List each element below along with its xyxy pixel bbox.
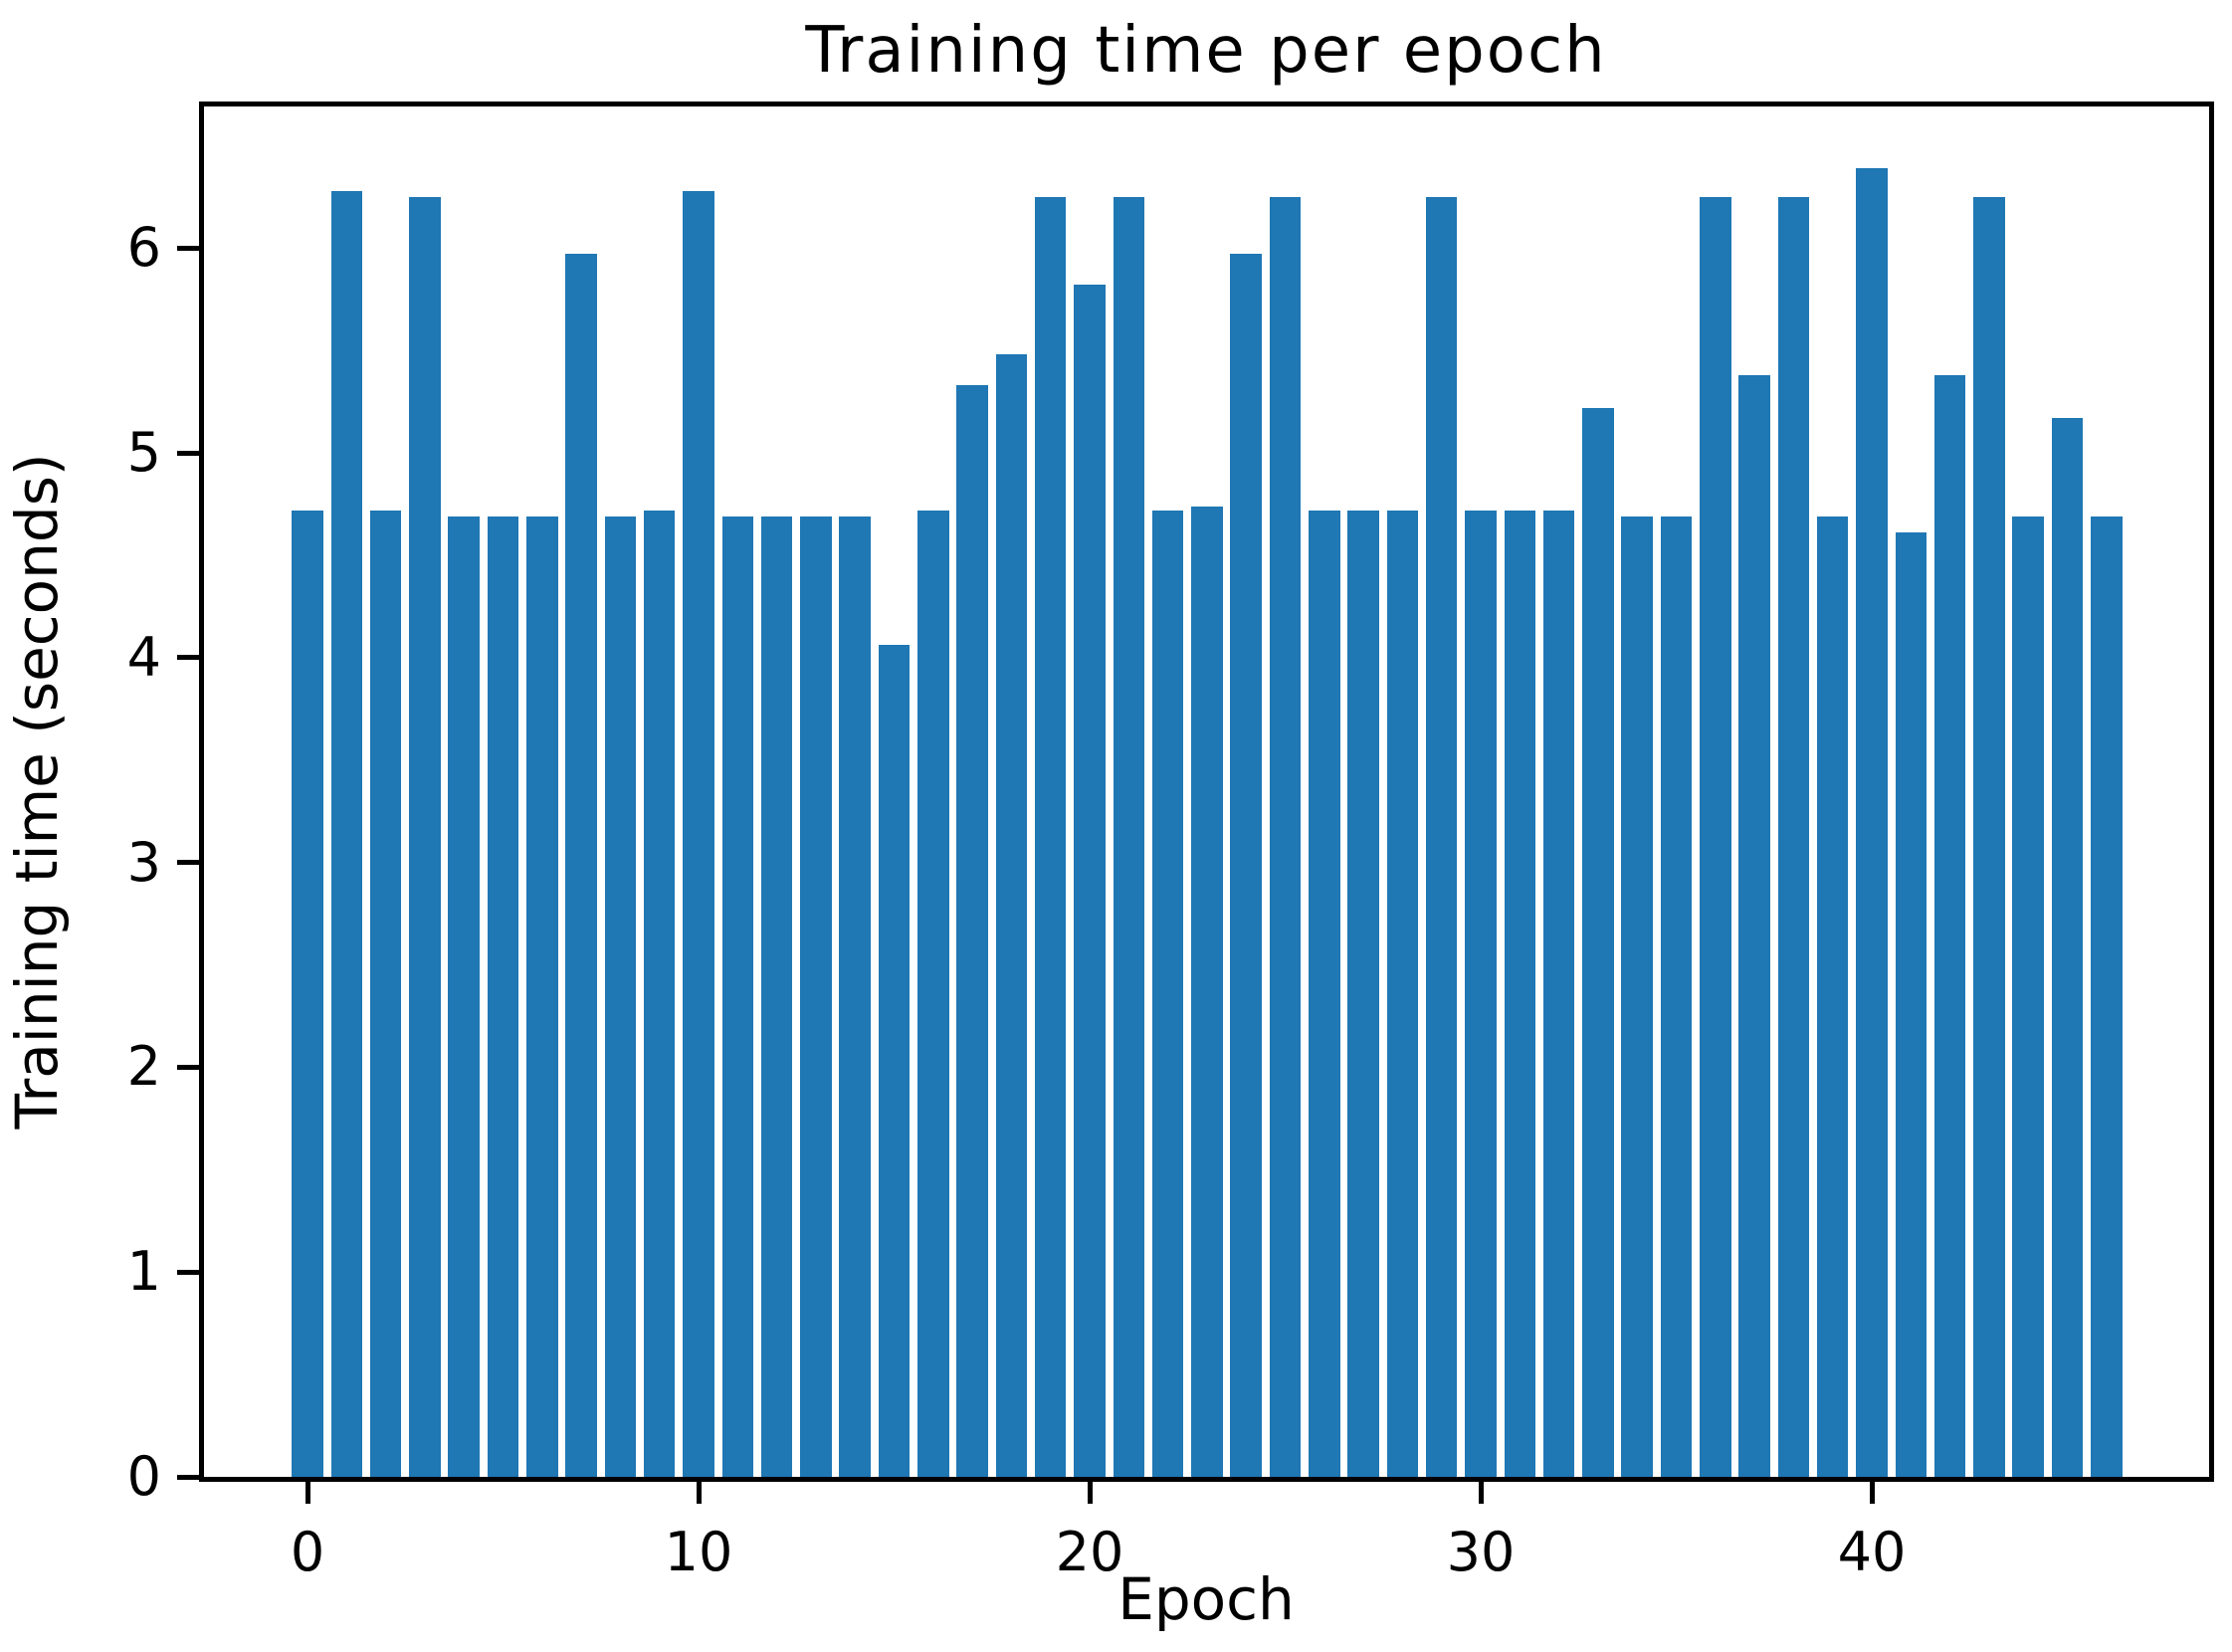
bar-epoch-10 — [683, 190, 714, 1477]
bar-epoch-8 — [604, 516, 637, 1477]
x-tick-mark-30 — [1478, 1482, 1484, 1504]
y-tick-label-2: 2 — [126, 1035, 161, 1099]
y-tick-mark-4 — [177, 655, 199, 661]
bar-epoch-29 — [1425, 196, 1458, 1477]
x-tick-mark-20 — [1087, 1482, 1093, 1504]
x-tick-label-20: 20 — [1055, 1521, 1124, 1583]
y-tick-label-4: 4 — [126, 625, 161, 689]
bar-epoch-23 — [1191, 506, 1223, 1477]
bar-epoch-43 — [1973, 196, 2005, 1477]
x-tick-label-0: 0 — [290, 1521, 325, 1583]
bar-epoch-42 — [1933, 374, 1966, 1477]
bar-epoch-22 — [1151, 510, 1184, 1477]
bar-epoch-25 — [1269, 196, 1302, 1477]
x-tick-mark-0 — [304, 1482, 310, 1504]
x-axis-label: Epoch — [1117, 1565, 1295, 1633]
chart-title: Training time per epoch — [805, 14, 1607, 88]
bar-epoch-9 — [643, 510, 676, 1477]
y-tick-mark-2 — [177, 1064, 199, 1070]
bar-epoch-3 — [409, 196, 441, 1477]
bar-epoch-4 — [448, 516, 480, 1477]
y-tick-label-5: 5 — [126, 421, 161, 484]
bar-epoch-36 — [1700, 196, 1731, 1477]
bar-epoch-32 — [1542, 510, 1575, 1477]
bar-epoch-1 — [330, 190, 363, 1477]
bar-epoch-17 — [956, 385, 988, 1477]
bar-epoch-27 — [1347, 510, 1379, 1477]
bar-epoch-2 — [369, 510, 402, 1477]
y-tick-mark-5 — [177, 450, 199, 456]
x-tick-label-30: 30 — [1446, 1521, 1516, 1583]
y-tick-label-6: 6 — [126, 216, 161, 280]
bar-epoch-28 — [1386, 510, 1419, 1477]
bar-epoch-40 — [1856, 167, 1888, 1477]
x-tick-label-10: 10 — [664, 1521, 733, 1583]
bar-epoch-26 — [1309, 510, 1340, 1477]
bar-epoch-44 — [2012, 516, 2044, 1477]
bar-epoch-41 — [1895, 532, 1928, 1477]
bar-epoch-15 — [878, 645, 911, 1477]
bar-epoch-19 — [1034, 196, 1067, 1477]
bar-epoch-16 — [917, 510, 949, 1477]
y-axis-label: Training time (seconds) — [3, 453, 71, 1130]
bar-epoch-7 — [565, 254, 597, 1477]
bar-epoch-45 — [2051, 418, 2084, 1477]
y-tick-mark-6 — [177, 245, 199, 251]
bar-epoch-33 — [1582, 407, 1614, 1477]
bar-epoch-35 — [1660, 516, 1693, 1477]
bar-epoch-13 — [800, 516, 832, 1477]
y-tick-label-3: 3 — [126, 830, 161, 894]
x-tick-mark-10 — [696, 1482, 702, 1504]
bar-epoch-39 — [1816, 516, 1849, 1477]
bar-epoch-5 — [487, 516, 519, 1477]
y-tick-mark-1 — [177, 1269, 199, 1275]
bar-epoch-37 — [1738, 374, 1770, 1477]
bar-epoch-20 — [1074, 285, 1106, 1477]
bar-epoch-30 — [1465, 510, 1497, 1477]
y-tick-mark-3 — [177, 860, 199, 866]
bar-epoch-0 — [292, 510, 323, 1477]
y-tick-label-0: 0 — [126, 1445, 161, 1508]
bar-epoch-6 — [526, 516, 558, 1477]
y-tick-mark-0 — [177, 1474, 199, 1480]
x-tick-label-40: 40 — [1837, 1521, 1907, 1583]
bar-epoch-34 — [1621, 516, 1653, 1477]
bar-epoch-14 — [839, 516, 871, 1477]
bar-epoch-11 — [721, 516, 754, 1477]
bar-epoch-21 — [1113, 196, 1145, 1477]
y-tick-label-1: 1 — [126, 1240, 161, 1304]
bar-epoch-38 — [1777, 196, 1810, 1477]
x-tick-mark-40 — [1869, 1482, 1875, 1504]
bar-epoch-46 — [2091, 516, 2123, 1477]
bar-epoch-24 — [1230, 254, 1262, 1477]
bar-epoch-12 — [760, 516, 793, 1477]
bar-epoch-18 — [995, 354, 1028, 1477]
bar-epoch-31 — [1504, 510, 1536, 1477]
